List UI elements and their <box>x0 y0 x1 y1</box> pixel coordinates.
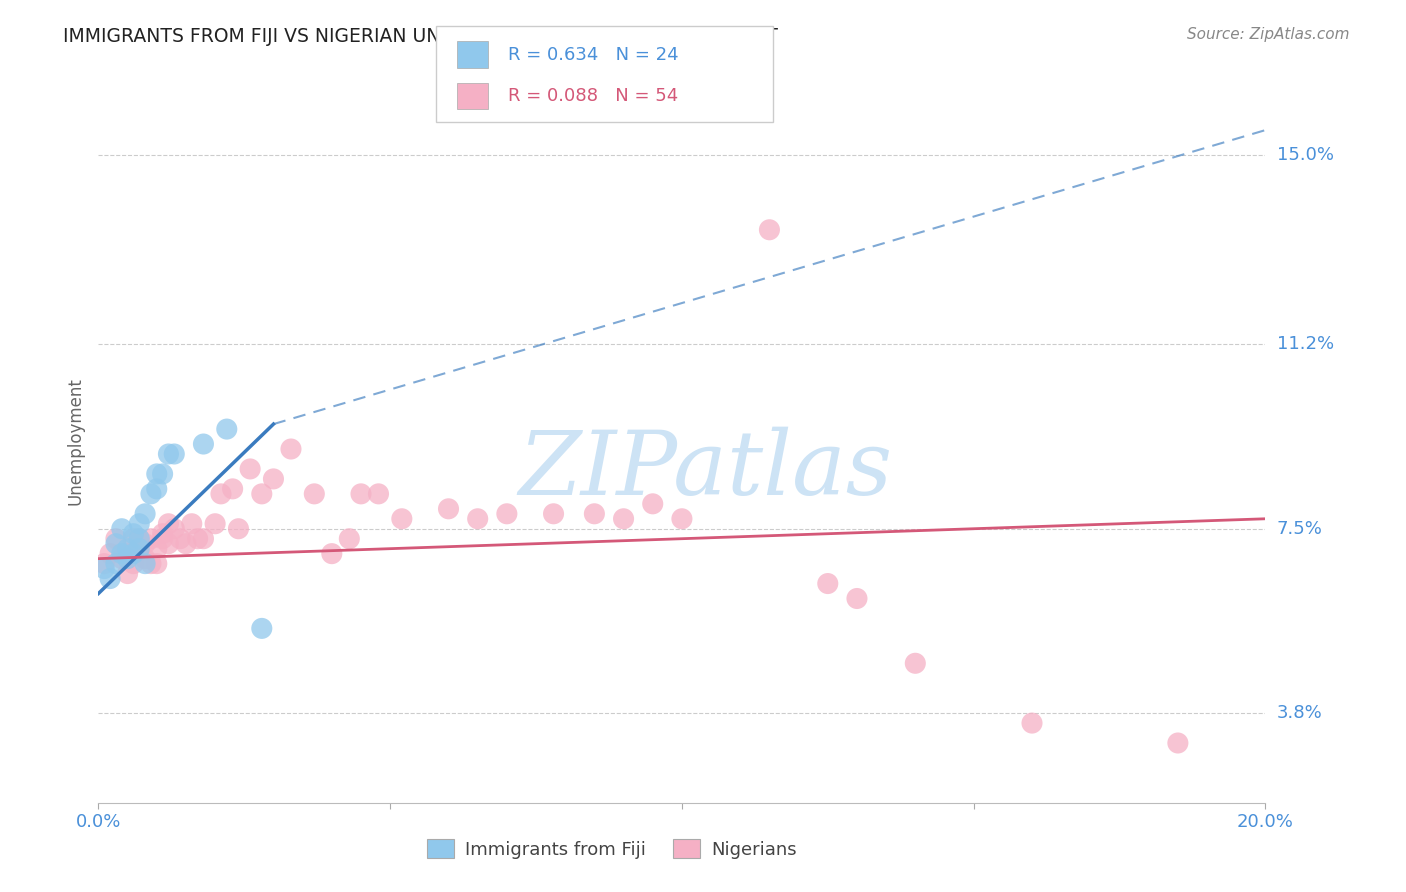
Point <box>117 551 139 566</box>
Point <box>98 572 121 586</box>
Point <box>321 547 343 561</box>
Point <box>111 522 134 536</box>
Point <box>250 621 273 635</box>
Point <box>262 472 284 486</box>
Point <box>209 487 232 501</box>
Point <box>117 547 139 561</box>
Point <box>146 467 169 481</box>
Point <box>93 561 115 575</box>
Text: 15.0%: 15.0% <box>1277 146 1333 164</box>
Point <box>337 532 360 546</box>
Point <box>93 557 115 571</box>
Point <box>128 541 150 556</box>
Point <box>122 557 145 571</box>
Point <box>98 547 121 561</box>
Text: 7.5%: 7.5% <box>1277 520 1323 538</box>
Point <box>128 516 150 531</box>
Point <box>139 487 162 501</box>
Point <box>139 532 162 546</box>
Point <box>228 522 250 536</box>
Point <box>122 526 145 541</box>
Point <box>846 591 869 606</box>
Point <box>758 223 780 237</box>
Point <box>169 532 191 546</box>
Point <box>146 482 169 496</box>
Point <box>128 532 150 546</box>
Point <box>163 522 186 536</box>
Point <box>157 537 180 551</box>
Point <box>904 657 927 671</box>
Point <box>111 551 134 566</box>
Text: R = 0.088   N = 54: R = 0.088 N = 54 <box>508 87 678 105</box>
Point <box>134 537 156 551</box>
Point <box>496 507 519 521</box>
Point <box>391 512 413 526</box>
Y-axis label: Unemployment: Unemployment <box>66 377 84 506</box>
Point <box>104 537 127 551</box>
Point <box>174 537 197 551</box>
Point <box>1021 716 1043 731</box>
Text: 11.2%: 11.2% <box>1277 335 1334 353</box>
Text: R = 0.634   N = 24: R = 0.634 N = 24 <box>508 45 679 64</box>
Point <box>146 541 169 556</box>
Point <box>139 557 162 571</box>
Point <box>817 576 839 591</box>
Text: ZIPatlas: ZIPatlas <box>519 427 893 514</box>
Point <box>193 532 215 546</box>
Point <box>304 487 326 501</box>
Point <box>157 447 180 461</box>
Text: Source: ZipAtlas.com: Source: ZipAtlas.com <box>1187 27 1350 42</box>
Point <box>204 516 226 531</box>
Point <box>437 501 460 516</box>
Point <box>128 532 150 546</box>
Point <box>104 557 127 571</box>
Point <box>152 532 174 546</box>
Point <box>157 516 180 531</box>
Text: 3.8%: 3.8% <box>1277 704 1322 723</box>
Point <box>641 497 664 511</box>
Point <box>152 467 174 481</box>
Point <box>467 512 489 526</box>
Point <box>612 512 634 526</box>
Point <box>117 566 139 581</box>
Point <box>250 487 273 501</box>
Point <box>671 512 693 526</box>
Point <box>180 516 202 531</box>
Point <box>152 526 174 541</box>
Point <box>128 541 150 556</box>
Point <box>111 547 134 561</box>
Point <box>134 551 156 566</box>
Point <box>134 507 156 521</box>
Point <box>163 447 186 461</box>
Point <box>583 507 606 521</box>
Point <box>215 422 238 436</box>
Point <box>239 462 262 476</box>
Point <box>146 557 169 571</box>
Point <box>122 547 145 561</box>
Point <box>187 532 209 546</box>
Point <box>117 541 139 556</box>
Point <box>134 557 156 571</box>
Legend: Immigrants from Fiji, Nigerians: Immigrants from Fiji, Nigerians <box>427 839 797 859</box>
Point <box>122 532 145 546</box>
Point <box>543 507 565 521</box>
Point <box>350 487 373 501</box>
Point <box>193 437 215 451</box>
Point <box>1167 736 1189 750</box>
Point <box>280 442 302 456</box>
Point <box>221 482 243 496</box>
Point <box>367 487 389 501</box>
Point <box>104 532 127 546</box>
Text: IMMIGRANTS FROM FIJI VS NIGERIAN UNEMPLOYMENT CORRELATION CHART: IMMIGRANTS FROM FIJI VS NIGERIAN UNEMPLO… <box>63 27 778 45</box>
